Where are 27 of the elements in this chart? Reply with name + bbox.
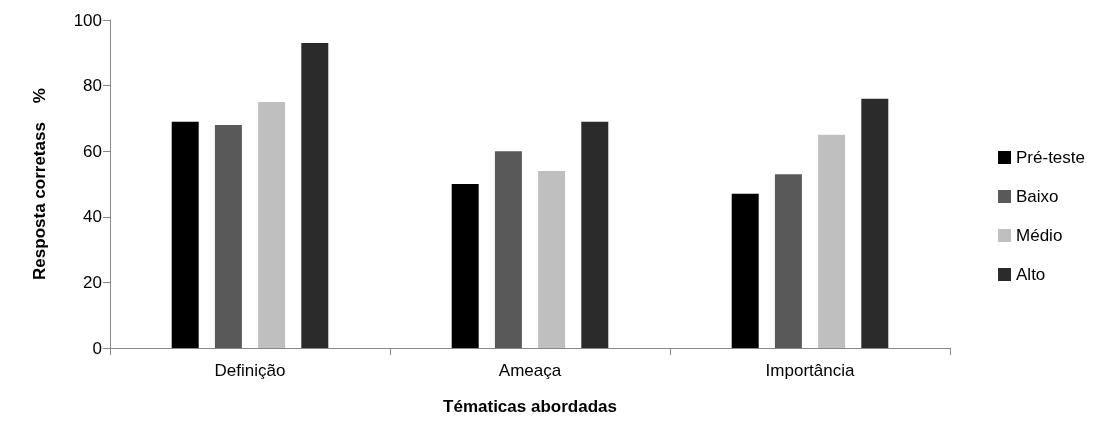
x-tick-label: Ameaça bbox=[498, 361, 562, 380]
y-axis-title: Resposta corretass % bbox=[30, 88, 49, 280]
legend-label: Pré-teste bbox=[1016, 148, 1086, 167]
bar bbox=[494, 151, 522, 348]
x-tick-label: Importância bbox=[765, 361, 855, 380]
bar bbox=[451, 184, 479, 348]
bar bbox=[171, 121, 199, 348]
bar bbox=[731, 193, 759, 348]
y-tick-label: 40 bbox=[83, 207, 102, 227]
bar bbox=[214, 124, 242, 348]
bar bbox=[258, 102, 286, 348]
bar bbox=[818, 134, 846, 348]
y-tick-label: 0 bbox=[92, 338, 102, 358]
legend-label: Alto bbox=[1016, 265, 1046, 284]
legend-label: Baixo bbox=[1016, 187, 1059, 206]
bar bbox=[581, 121, 609, 348]
y-tick-label: 80 bbox=[83, 76, 102, 96]
bar bbox=[774, 174, 802, 348]
x-axis-title: Tématicas abordadas bbox=[443, 397, 617, 416]
bar bbox=[301, 42, 329, 348]
y-tick-label: 20 bbox=[83, 272, 102, 292]
x-tick-label: Definição bbox=[214, 361, 286, 380]
y-tick-label: 100 bbox=[73, 10, 102, 30]
bar bbox=[538, 170, 566, 348]
bar bbox=[861, 98, 889, 348]
legend-label: Médio bbox=[1016, 226, 1063, 245]
y-tick-label: 60 bbox=[83, 141, 102, 161]
